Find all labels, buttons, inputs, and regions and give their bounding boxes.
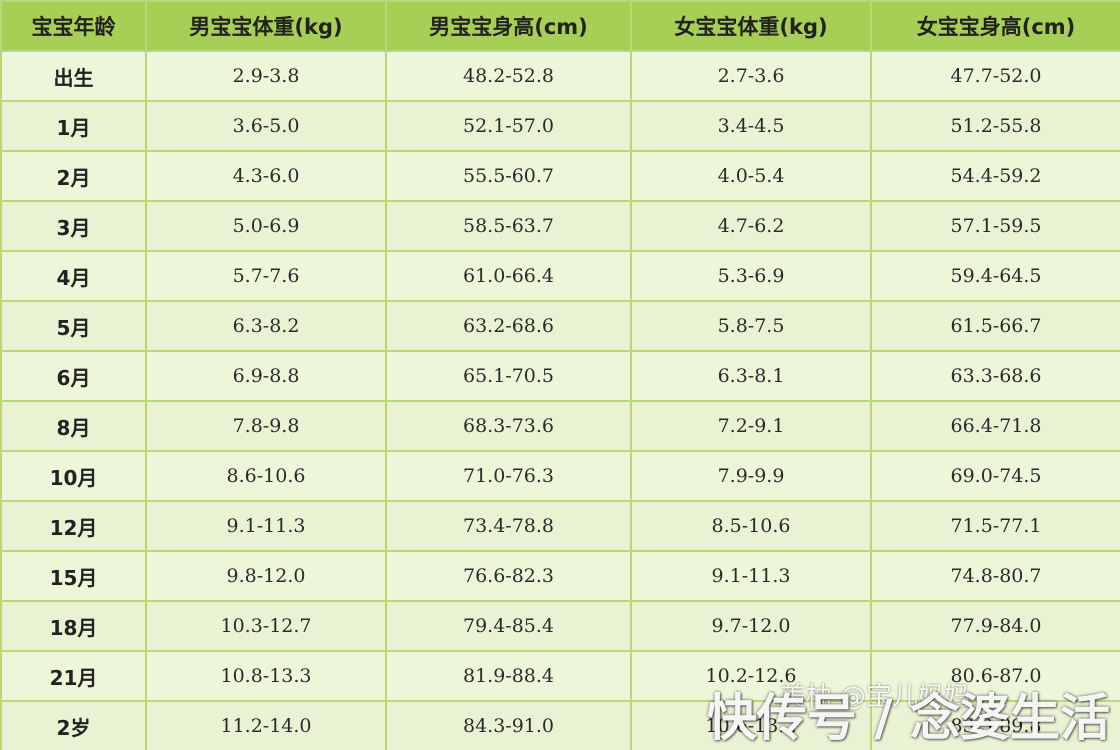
cell-age: 2月 bbox=[0, 150, 147, 202]
cell-boy-height: 63.2-68.6 bbox=[385, 300, 632, 352]
cell-girl-weight: 5.8-7.5 bbox=[630, 300, 872, 352]
table-row: 21月 10.8-13.3 81.9-88.4 10.2-12.6 80.6-87.0 bbox=[0, 650, 1120, 702]
cell-girl-weight: 7.9-9.9 bbox=[630, 450, 872, 502]
cell-boy-weight: 3.6-5.0 bbox=[145, 100, 387, 152]
cell-age: 5月 bbox=[0, 300, 147, 352]
cell-boy-height: 58.5-63.7 bbox=[385, 200, 632, 252]
cell-boy-weight: 11.2-14.0 bbox=[145, 700, 387, 750]
cell-girl-weight: 9.1-11.3 bbox=[630, 550, 872, 602]
cell-age: 10月 bbox=[0, 450, 147, 502]
cell-girl-height: 66.4-71.8 bbox=[870, 400, 1120, 452]
table-row: 5月 6.3-8.2 63.2-68.6 5.8-7.5 61.5-66.7 bbox=[0, 300, 1120, 352]
cell-girl-height: 74.8-80.7 bbox=[870, 550, 1120, 602]
header-boy-height: 男宝宝身高(cm) bbox=[385, 0, 632, 52]
cell-age: 出生 bbox=[0, 50, 147, 102]
cell-boy-height: 73.4-78.8 bbox=[385, 500, 632, 552]
cell-girl-weight: 7.2-9.1 bbox=[630, 400, 872, 452]
cell-boy-weight: 5.7-7.6 bbox=[145, 250, 387, 302]
cell-girl-height: 54.4-59.2 bbox=[870, 150, 1120, 202]
header-row: 宝宝年龄 男宝宝体重(kg) 男宝宝身高(cm) 女宝宝体重(kg) 女宝宝身高… bbox=[0, 0, 1120, 52]
cell-girl-weight: 4.7-6.2 bbox=[630, 200, 872, 252]
cell-girl-weight: 9.7-12.0 bbox=[630, 600, 872, 652]
table-row: 3月 5.0-6.9 58.5-63.7 4.7-6.2 57.1-59.5 bbox=[0, 200, 1120, 252]
cell-age: 3月 bbox=[0, 200, 147, 252]
header-girl-height: 女宝宝身高(cm) bbox=[870, 0, 1120, 52]
cell-age: 4月 bbox=[0, 250, 147, 302]
table-row: 8月 7.8-9.8 68.3-73.6 7.2-9.1 66.4-71.8 bbox=[0, 400, 1120, 452]
cell-boy-weight: 2.9-3.8 bbox=[145, 50, 387, 102]
cell-girl-height: 63.3-68.6 bbox=[870, 350, 1120, 402]
cell-age: 12月 bbox=[0, 500, 147, 552]
cell-boy-height: 76.6-82.3 bbox=[385, 550, 632, 602]
cell-girl-height: 69.0-74.5 bbox=[870, 450, 1120, 502]
cell-boy-weight: 9.1-11.3 bbox=[145, 500, 387, 552]
table-row: 18月 10.3-12.7 79.4-85.4 9.7-12.0 77.9-84.0 bbox=[0, 600, 1120, 652]
cell-boy-height: 55.5-60.7 bbox=[385, 150, 632, 202]
table-row: 出生 2.9-3.8 48.2-52.8 2.7-3.6 47.7-52.0 bbox=[0, 50, 1120, 102]
header-girl-weight: 女宝宝体重(kg) bbox=[630, 0, 872, 52]
cell-boy-weight: 9.8-12.0 bbox=[145, 550, 387, 602]
cell-age: 6月 bbox=[0, 350, 147, 402]
cell-girl-weight: 8.5-10.6 bbox=[630, 500, 872, 552]
table-row: 4月 5.7-7.6 61.0-66.4 5.3-6.9 59.4-64.5 bbox=[0, 250, 1120, 302]
cell-girl-weight: 10.2-12.6 bbox=[630, 650, 872, 702]
cell-boy-height: 65.1-70.5 bbox=[385, 350, 632, 402]
cell-girl-height: 59.4-64.5 bbox=[870, 250, 1120, 302]
cell-age: 1月 bbox=[0, 100, 147, 152]
watermark-author: 美柚 @宝儿妈妈 bbox=[779, 682, 970, 712]
cell-age: 18月 bbox=[0, 600, 147, 652]
cell-boy-weight: 6.3-8.2 bbox=[145, 300, 387, 352]
cell-girl-weight: 10.6-13.2 bbox=[630, 700, 872, 750]
cell-girl-weight: 2.7-3.6 bbox=[630, 50, 872, 102]
cell-girl-height: 61.5-66.7 bbox=[870, 300, 1120, 352]
cell-boy-height: 68.3-73.6 bbox=[385, 400, 632, 452]
cell-boy-weight: 8.6-10.6 bbox=[145, 450, 387, 502]
table-row: 1月 3.6-5.0 52.1-57.0 3.4-4.5 51.2-55.8 bbox=[0, 100, 1120, 152]
cell-boy-height: 81.9-88.4 bbox=[385, 650, 632, 702]
watermark-channel: 快传号 / 念婆生活 bbox=[706, 689, 1110, 747]
cell-girl-weight: 6.3-8.1 bbox=[630, 350, 872, 402]
table-row: 15月 9.8-12.0 76.6-82.3 9.1-11.3 74.8-80.7 bbox=[0, 550, 1120, 602]
cell-girl-height: 47.7-52.0 bbox=[870, 50, 1120, 102]
table-row: 12月 9.1-11.3 73.4-78.8 8.5-10.6 71.5-77.1 bbox=[0, 500, 1120, 552]
cell-boy-weight: 5.0-6.9 bbox=[145, 200, 387, 252]
cell-boy-weight: 7.8-9.8 bbox=[145, 400, 387, 452]
cell-age: 2岁 bbox=[0, 700, 147, 750]
table-row: 6月 6.9-8.8 65.1-70.5 6.3-8.1 63.3-68.6 bbox=[0, 350, 1120, 402]
cell-boy-weight: 6.9-8.8 bbox=[145, 350, 387, 402]
cell-age: 15月 bbox=[0, 550, 147, 602]
table-row: 10月 8.6-10.6 71.0-76.3 7.9-9.9 69.0-74.5 bbox=[0, 450, 1120, 502]
cell-age: 8月 bbox=[0, 400, 147, 452]
cell-boy-height: 84.3-91.0 bbox=[385, 700, 632, 750]
table-row: 2岁 11.2-14.0 84.3-91.0 10.6-13.2 83.3-89.8 bbox=[0, 700, 1120, 750]
header-boy-weight: 男宝宝体重(kg) bbox=[145, 0, 387, 52]
cell-girl-weight: 4.0-5.4 bbox=[630, 150, 872, 202]
cell-boy-weight: 10.8-13.3 bbox=[145, 650, 387, 702]
cell-boy-height: 48.2-52.8 bbox=[385, 50, 632, 102]
cell-boy-weight: 10.3-12.7 bbox=[145, 600, 387, 652]
cell-boy-height: 71.0-76.3 bbox=[385, 450, 632, 502]
cell-boy-height: 52.1-57.0 bbox=[385, 100, 632, 152]
cell-boy-height: 79.4-85.4 bbox=[385, 600, 632, 652]
cell-girl-height: 57.1-59.5 bbox=[870, 200, 1120, 252]
table-row: 2月 4.3-6.0 55.5-60.7 4.0-5.4 54.4-59.2 bbox=[0, 150, 1120, 202]
cell-boy-weight: 4.3-6.0 bbox=[145, 150, 387, 202]
cell-girl-weight: 5.3-6.9 bbox=[630, 250, 872, 302]
cell-girl-height: 77.9-84.0 bbox=[870, 600, 1120, 652]
header-age: 宝宝年龄 bbox=[0, 0, 147, 52]
cell-girl-weight: 3.4-4.5 bbox=[630, 100, 872, 152]
cell-girl-height: 51.2-55.8 bbox=[870, 100, 1120, 152]
cell-girl-height: 80.6-87.0 bbox=[870, 650, 1120, 702]
cell-girl-height: 71.5-77.1 bbox=[870, 500, 1120, 552]
cell-age: 21月 bbox=[0, 650, 147, 702]
cell-boy-height: 61.0-66.4 bbox=[385, 250, 632, 302]
